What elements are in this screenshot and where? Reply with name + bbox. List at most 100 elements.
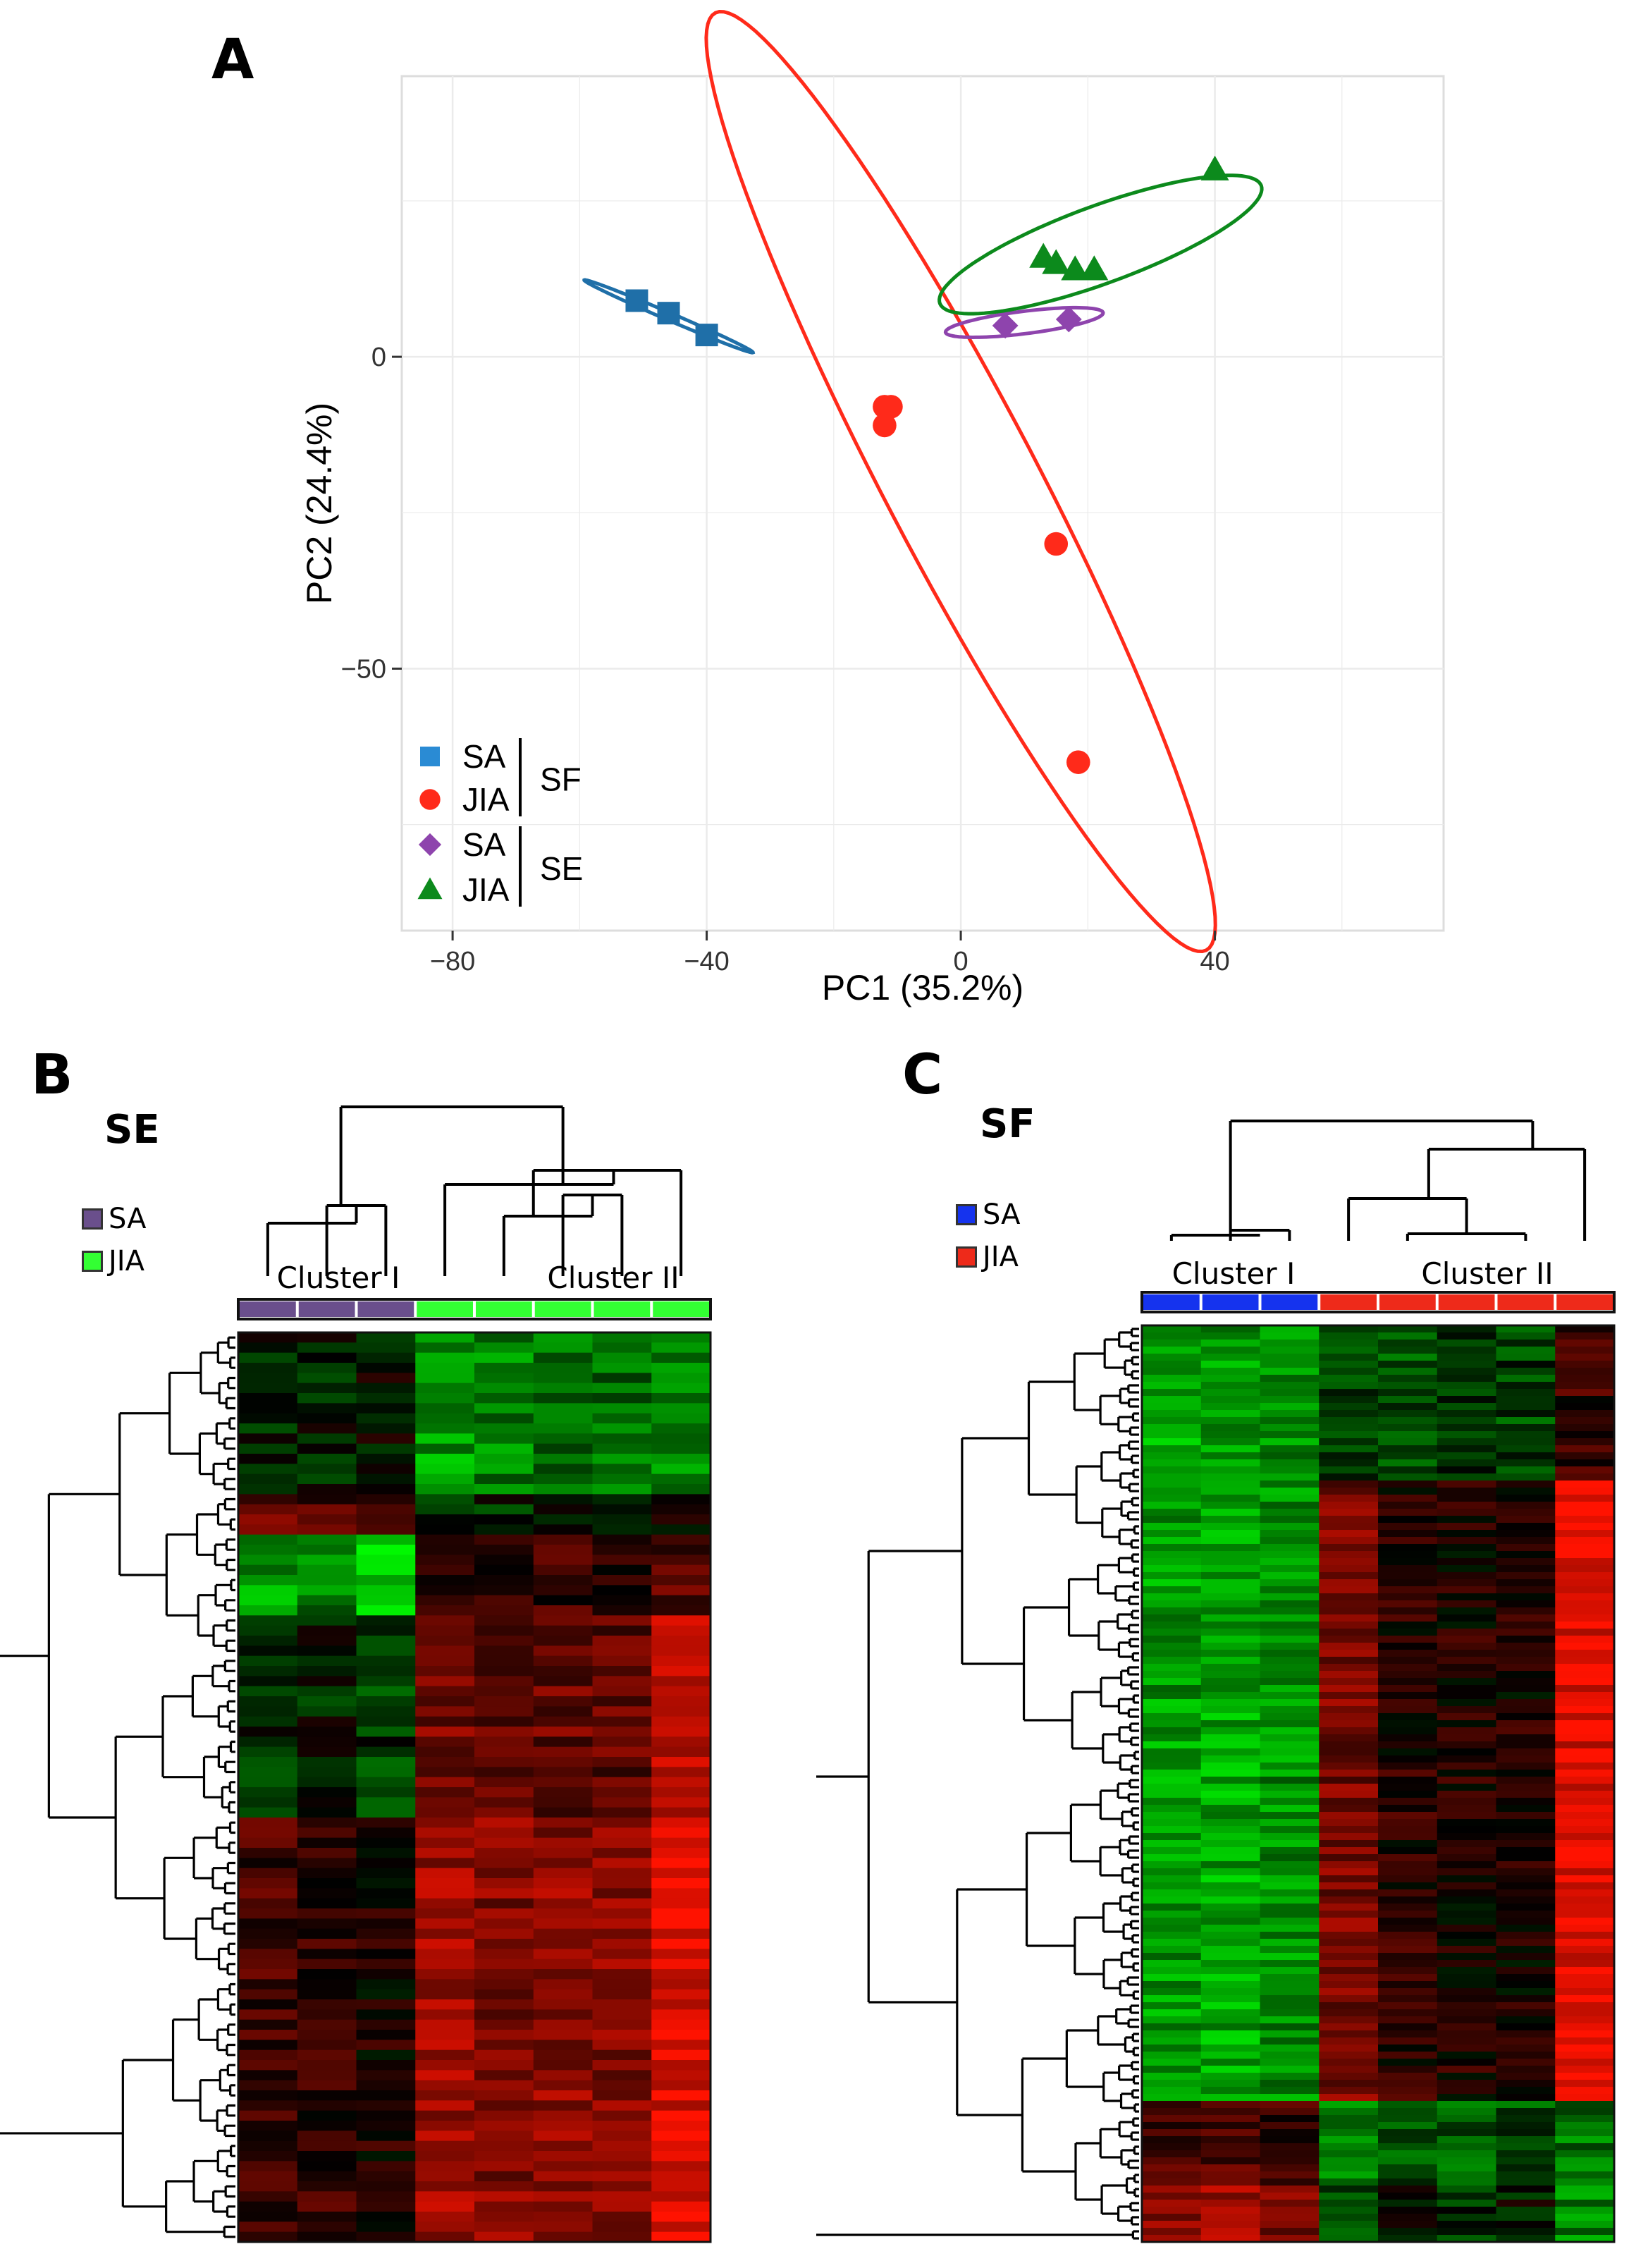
heatmap-cell — [1437, 1713, 1496, 1721]
heatmap-cell — [1555, 2066, 1615, 2073]
heatmap-cell — [474, 1727, 534, 1737]
heatmap-cell — [1437, 1791, 1496, 1798]
heatmap-cell — [1319, 1459, 1379, 1467]
heatmap-cell — [1142, 2009, 1202, 2017]
heatmap-cell — [651, 2131, 711, 2142]
heatmap-cell — [533, 1564, 593, 1576]
heatmap-cell — [1142, 2164, 1202, 2172]
heatmap-cell — [356, 1827, 416, 1839]
heatmap-cell — [1142, 1410, 1202, 1418]
heatmap-cell — [1260, 2016, 1320, 2024]
heatmap-cell — [1319, 1678, 1379, 1686]
heatmap-cell — [1319, 2052, 1379, 2059]
heatmap-cell — [1200, 1713, 1260, 1721]
heatmap-cell — [1555, 1925, 1615, 1932]
heatmap-cell — [1437, 1671, 1496, 1679]
heatmap-cell — [238, 1534, 298, 1545]
heatmap-cell — [1437, 1488, 1496, 1495]
heatmap-cell — [1437, 1558, 1496, 1566]
heatmap-cell — [356, 1645, 416, 1657]
se-legend-jia-swatch — [82, 1251, 103, 1272]
heatmap-cell — [533, 1645, 593, 1657]
heatmap-cell — [1142, 2023, 1202, 2031]
heatmap-cell — [474, 2181, 534, 2192]
heatmap-cell — [297, 1454, 357, 1464]
heatmap-cell — [592, 1898, 652, 1909]
heatmap-cell — [1200, 2221, 1260, 2229]
heatmap-cell — [533, 1797, 593, 1808]
heatmap-cell — [356, 1363, 416, 1373]
heatmap-cell — [356, 1564, 416, 1576]
heatmap-cell — [415, 1989, 475, 2000]
heatmap-cell — [533, 1827, 593, 1839]
heatmap-cell — [1142, 2108, 1202, 2116]
heatmap-cell — [1319, 1692, 1379, 1700]
heatmap-cell — [592, 1939, 652, 1949]
heatmap-cell — [1437, 1502, 1496, 1509]
heatmap-cell — [1496, 1911, 1556, 1918]
heatmap-cell — [1555, 2157, 1615, 2165]
heatmap-cell — [1378, 1473, 1438, 1481]
heatmap-cell — [356, 2070, 416, 2081]
heatmap-cell — [1496, 1671, 1556, 1679]
heatmap-cell — [651, 2110, 711, 2121]
heatmap-cell — [592, 1706, 652, 1717]
heatmap-cell — [1437, 1812, 1496, 1820]
heatmap-cell — [1437, 1551, 1496, 1559]
heatmap-cell — [1142, 1861, 1202, 1869]
heatmap-cell — [1319, 2016, 1379, 2024]
heatmap-cell — [238, 2060, 298, 2071]
heatmap-cell — [1496, 1340, 1556, 1347]
heatmap-cell — [1200, 1748, 1260, 1756]
heatmap-cell — [651, 1473, 711, 1485]
heatmap-cell — [592, 1504, 652, 1515]
heatmap-cell — [1200, 1812, 1260, 1820]
heatmap-cell — [238, 1443, 298, 1454]
heatmap-cell — [1378, 1861, 1438, 1869]
heatmap-cell — [592, 1696, 652, 1707]
heatmap-cell — [1378, 1354, 1438, 1361]
heatmap-cell — [1378, 2002, 1438, 2010]
heatmap-cell — [474, 2171, 534, 2182]
heatmap-cell — [1260, 1636, 1320, 1643]
heatmap-cell — [651, 1605, 711, 1616]
heatmap-cell — [238, 2181, 298, 2192]
heatmap-cell — [533, 1615, 593, 1626]
heatmap-cell — [1555, 1361, 1615, 1368]
heatmap-cell — [592, 1878, 652, 1889]
heatmap-cell — [1200, 2037, 1260, 2045]
heatmap-cell — [1437, 1932, 1496, 1939]
heatmap-cell — [297, 1969, 357, 1980]
heatmap-cell — [1319, 1953, 1379, 1961]
x-tick-label: 40 — [1200, 947, 1229, 976]
heatmap-cell — [1319, 2164, 1379, 2172]
heatmap-cell — [1260, 2186, 1320, 2193]
heatmap-cell — [1378, 1332, 1438, 1340]
heatmap-cell — [1260, 1671, 1320, 1679]
heatmap-cell — [1378, 1657, 1438, 1665]
heatmap-cell — [1496, 1622, 1556, 1629]
heatmap-cell — [533, 1352, 593, 1363]
heatmap-cell — [415, 2121, 475, 2131]
heatmap-cell — [1200, 2143, 1260, 2151]
heatmap-cell — [1200, 1368, 1260, 1375]
heatmap-cell — [356, 1433, 416, 1445]
heatmap-cell — [1260, 1495, 1320, 1502]
heatmap-cell — [1200, 1459, 1260, 1467]
heatmap-cell — [592, 1605, 652, 1616]
heatmap-cell — [1496, 2009, 1556, 2017]
heatmap-cell — [1200, 1593, 1260, 1601]
heatmap-cell — [1200, 1925, 1260, 1932]
heatmap-cell — [1555, 2030, 1615, 2038]
heatmap-cell — [533, 2151, 593, 2162]
heatmap-cell — [1496, 1650, 1556, 1657]
heatmap-cell — [1555, 2221, 1615, 2229]
heatmap-cell — [238, 1757, 298, 1767]
heatmap-cell — [1496, 1904, 1556, 1911]
heatmap-cell — [1378, 2016, 1438, 2024]
heatmap-cell — [1200, 1671, 1260, 1679]
heatmap-cell — [1142, 1770, 1202, 1777]
heatmap-cell — [1496, 1607, 1556, 1615]
heatmap-cell — [415, 2231, 475, 2243]
heatmap-cell — [1496, 1347, 1556, 1354]
